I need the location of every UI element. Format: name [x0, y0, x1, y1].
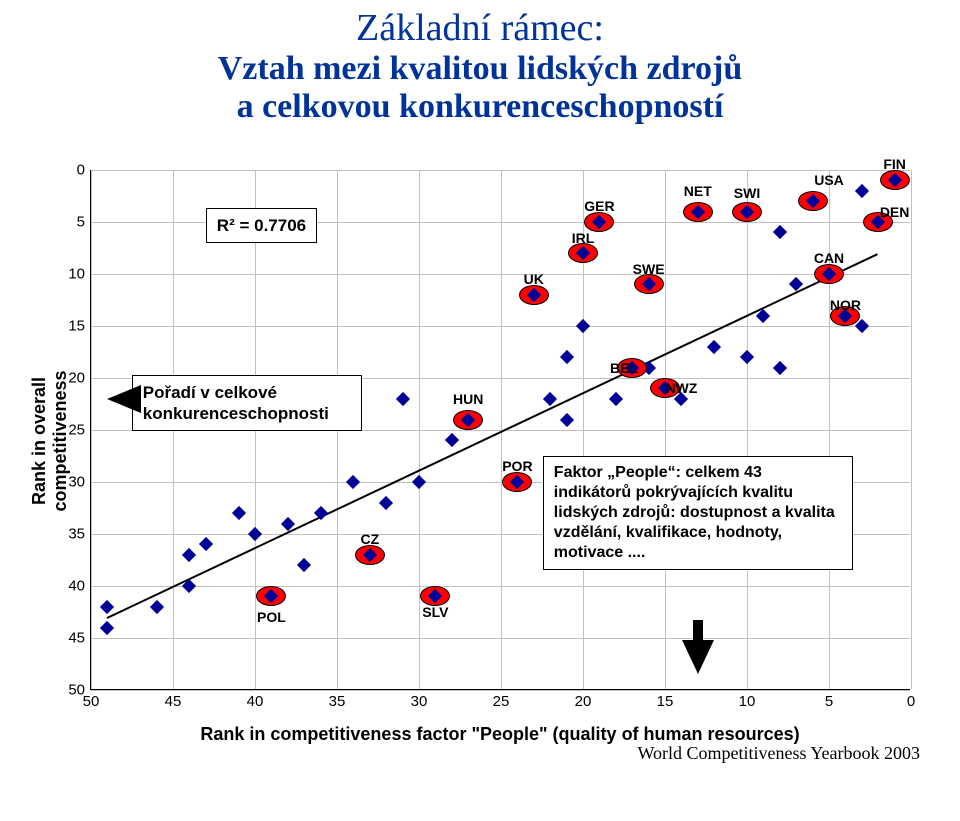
data-point — [773, 361, 787, 375]
point-label: USA — [814, 172, 844, 188]
point-label: SWI — [734, 185, 760, 201]
title-line2: Vztah mezi kvalitou lidských zdrojů — [0, 50, 960, 88]
point-label: CZ — [360, 531, 379, 547]
point-label: POL — [257, 609, 286, 625]
data-point — [855, 184, 869, 198]
y-tick: 25 — [51, 422, 91, 439]
data-point — [346, 475, 360, 489]
y-tick: 5 — [51, 214, 91, 231]
y-tick: 35 — [51, 526, 91, 543]
data-point — [560, 350, 574, 364]
point-label: GER — [584, 198, 614, 214]
arrow-down-icon — [682, 640, 714, 674]
x-tick: 15 — [645, 689, 685, 710]
data-point — [773, 225, 787, 239]
title-block: Základní rámec: Vztah mezi kvalitou lids… — [0, 0, 960, 126]
y-tick: 45 — [51, 630, 91, 647]
data-point — [248, 527, 262, 541]
gridline-v — [91, 170, 92, 689]
point-label: NOR — [830, 297, 861, 313]
data-point — [232, 506, 246, 520]
y-tick: 10 — [51, 266, 91, 283]
point-label: IRL — [572, 230, 595, 246]
point-label: DEN — [880, 204, 910, 220]
data-point — [543, 392, 557, 406]
point-label: HUN — [453, 391, 483, 407]
x-tick: 10 — [727, 689, 767, 710]
y-tick: 15 — [51, 318, 91, 335]
gridline-v — [665, 170, 666, 689]
gridline-v — [747, 170, 748, 689]
point-label: POR — [502, 458, 532, 474]
x-tick: 20 — [563, 689, 603, 710]
data-point — [396, 392, 410, 406]
annotation-right: Faktor „People“: celkem 43 indikátorů po… — [543, 456, 853, 570]
data-point — [379, 496, 393, 510]
point-label: FIN — [883, 156, 906, 172]
point-label: NET — [684, 183, 712, 199]
x-tick: 50 — [71, 689, 111, 710]
y-tick: 30 — [51, 474, 91, 491]
point-label: CAN — [814, 250, 844, 266]
annotation-left: Pořadí v celkové konkurenceschopnosti — [132, 375, 362, 432]
arrow-left-icon — [107, 385, 141, 413]
data-point — [182, 548, 196, 562]
y-tick: 0 — [51, 162, 91, 179]
x-tick: 30 — [399, 689, 439, 710]
x-tick: 45 — [153, 689, 193, 710]
data-point — [560, 413, 574, 427]
source-text: World Competitiveness Yearbook 2003 — [637, 743, 920, 764]
data-point — [199, 537, 213, 551]
data-point — [412, 475, 426, 489]
title-line1: Základní rámec: — [0, 6, 960, 50]
data-point — [100, 600, 114, 614]
data-point — [609, 392, 623, 406]
data-point — [150, 600, 164, 614]
point-label: BEL — [610, 360, 638, 376]
data-point — [740, 350, 754, 364]
x-tick: 25 — [481, 689, 521, 710]
point-label: NWZ — [665, 380, 697, 396]
y-tick: 40 — [51, 578, 91, 595]
point-label: UK — [524, 271, 544, 287]
point-label: SWE — [633, 261, 665, 277]
data-point — [445, 433, 459, 447]
r2-box: R² = 0.7706 — [206, 208, 317, 243]
gridline-v — [419, 170, 420, 689]
data-point — [100, 621, 114, 635]
data-point — [707, 340, 721, 354]
x-tick: 40 — [235, 689, 275, 710]
title-line3: a celkovou konkurenceschopností — [0, 88, 960, 126]
y-tick: 20 — [51, 370, 91, 387]
data-point — [576, 319, 590, 333]
point-label: SLV — [422, 604, 448, 620]
scatter-plot: 0510152025303540455050454035302520151050… — [90, 170, 910, 690]
gridline-v — [911, 170, 912, 689]
gridline-v — [829, 170, 830, 689]
data-point — [297, 558, 311, 572]
x-tick: 5 — [809, 689, 849, 710]
x-tick: 35 — [317, 689, 357, 710]
x-axis-label: Rank in competitiveness factor "People" … — [90, 724, 910, 745]
chart-container: Rank in overall competitiveness 05101520… — [20, 170, 940, 770]
x-tick: 0 — [891, 689, 931, 710]
